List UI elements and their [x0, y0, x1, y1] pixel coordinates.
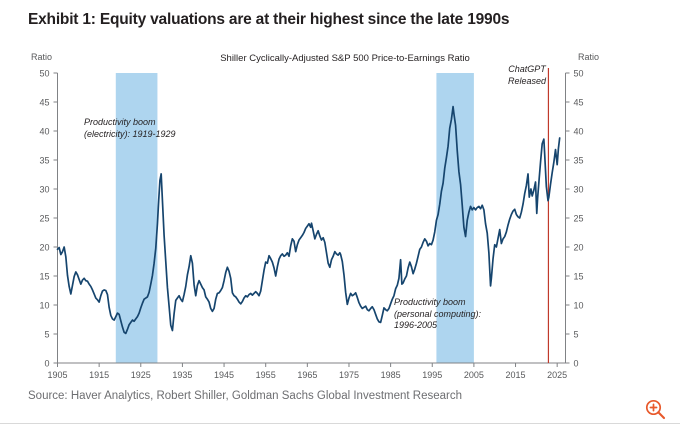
- annotation-electricity-line1: Productivity boom: [84, 117, 156, 127]
- x-tick-label: 1995: [422, 370, 442, 380]
- y-tick-label-left: 50: [39, 68, 49, 78]
- y-tick-label-left: 5: [44, 329, 49, 339]
- y-tick-label-left: 25: [39, 213, 49, 223]
- x-tick-label: 1905: [47, 370, 67, 380]
- y-tick-label-right: 40: [574, 126, 584, 136]
- y-tick-label-right: 10: [574, 300, 584, 310]
- annotation-chatgpt-released: ChatGPT Released: [508, 64, 546, 87]
- y-tick-label-left: 0: [44, 358, 49, 368]
- y-tick-label-right: 15: [574, 271, 584, 281]
- source-note: Source: Haver Analytics, Robert Shiller,…: [28, 390, 463, 402]
- y-tick-label-right: 45: [574, 97, 584, 107]
- y-tick-label-left: 15: [39, 271, 49, 281]
- annotation-pc-line3: 1996-2005: [394, 320, 438, 330]
- x-tick-label: 1945: [214, 370, 234, 380]
- series-line: [56, 105, 561, 335]
- y-tick-label-right: 5: [574, 329, 579, 339]
- annotation-chatgpt-line2: Released: [508, 75, 547, 86]
- footer-divider: [0, 423, 680, 424]
- right-axis-unit-label: Ratio: [578, 52, 600, 62]
- magnify-plus-icon[interactable]: [644, 398, 666, 420]
- x-tick-label: 1955: [256, 370, 276, 380]
- y-tick-label-right: 30: [574, 184, 584, 194]
- x-axis-ticks: 1905 1915 1925 1935 1945 1955 1965 1975 1985 1995…: [47, 363, 567, 380]
- annotation-personal-computing-boom: Productivity boom (personal computing): …: [394, 297, 481, 332]
- annotation-chatgpt-line1: ChatGPT: [508, 64, 546, 74]
- shaded-band: [115, 73, 158, 363]
- x-tick-label: 2005: [464, 370, 484, 380]
- x-tick-label: 1915: [89, 370, 109, 380]
- right-axis-ticks: 0 5 10 15 20 25 30 35 40 45 50: [565, 68, 584, 368]
- x-tick-label: 1925: [131, 370, 151, 380]
- x-tick-label: 1975: [339, 370, 359, 380]
- chart-plot-area: Ratio Ratio Shiller Cyclically-Adjusted …: [0, 44, 680, 384]
- chart-subtitle: Shiller Cyclically-Adjusted S&P 500 Pric…: [220, 53, 470, 64]
- y-tick-label-left: 10: [39, 300, 49, 310]
- x-tick-label: 1965: [297, 370, 317, 380]
- annotation-electricity-boom: Productivity boom (electricity): 1919-19…: [84, 117, 176, 140]
- y-tick-label-left: 30: [39, 184, 49, 194]
- y-tick-label-right: 50: [574, 68, 584, 78]
- x-tick-label: 2025: [547, 370, 567, 380]
- data-series-group: [56, 105, 561, 335]
- page-title: Exhibit 1: Equity valuations are at thei…: [28, 11, 510, 28]
- x-tick-label: 2015: [506, 370, 526, 380]
- left-axis-ticks: 0 5 10 15 20 25 30 35 40 45 50: [39, 68, 58, 368]
- y-tick-label-right: 25: [574, 213, 584, 223]
- y-tick-label-left: 35: [39, 155, 49, 165]
- annotation-pc-line2: (personal computing):: [394, 308, 482, 319]
- y-tick-label-right: 0: [574, 358, 579, 368]
- y-tick-label-right: 35: [574, 155, 584, 165]
- y-tick-label-right: 20: [574, 242, 584, 252]
- y-tick-label-left: 45: [39, 97, 49, 107]
- annotation-pc-line1: Productivity boom: [394, 297, 466, 307]
- y-tick-label-left: 20: [39, 242, 49, 252]
- x-tick-label: 1985: [381, 370, 401, 380]
- left-axis-unit-label: Ratio: [31, 52, 53, 62]
- y-tick-label-left: 40: [39, 126, 49, 136]
- x-tick-label: 1935: [172, 370, 192, 380]
- annotation-electricity-line2: (electricity): 1919-1929: [84, 128, 176, 139]
